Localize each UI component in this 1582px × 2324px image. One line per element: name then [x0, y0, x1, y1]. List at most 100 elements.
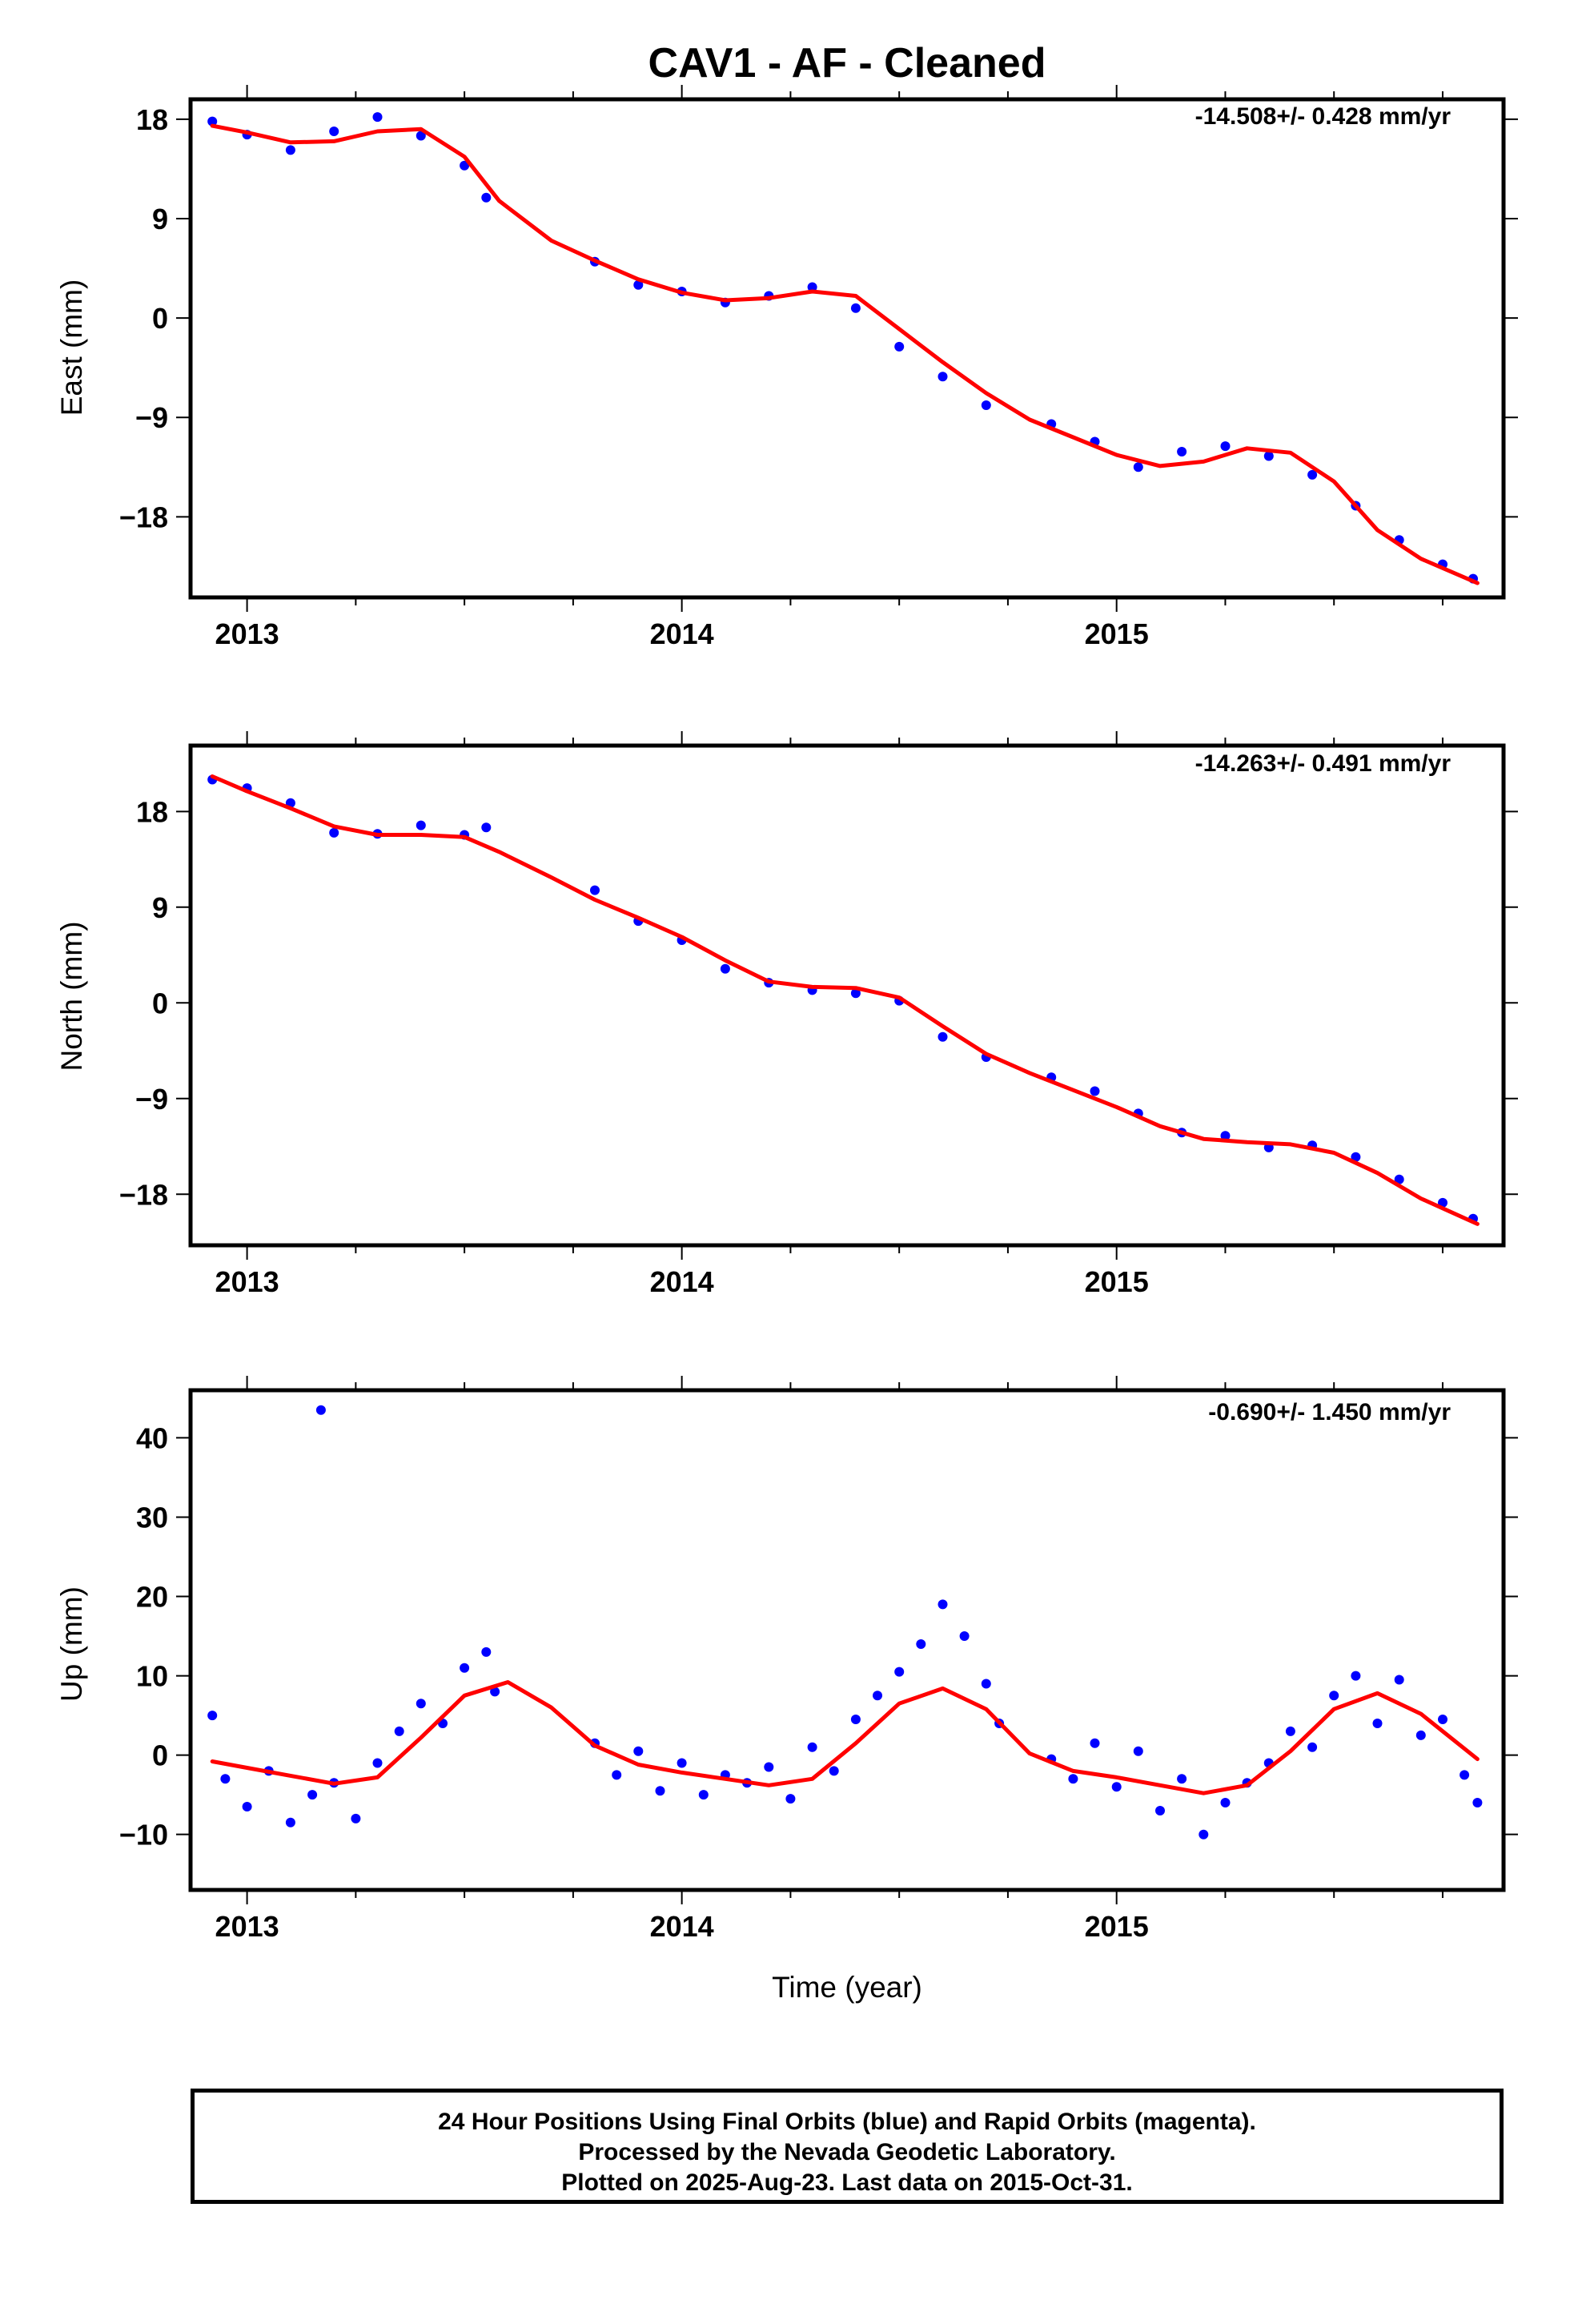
up-data-point — [1438, 1715, 1447, 1724]
up-data-point — [916, 1639, 926, 1649]
east-data-point — [1263, 451, 1274, 461]
up-y-tick-label: 30 — [136, 1501, 168, 1534]
east-data-point — [372, 112, 383, 123]
up-rate-label: -0.690+/- 1.450 mm/yr — [1208, 1399, 1451, 1425]
up-data-point — [490, 1687, 500, 1697]
north-plot-frame — [188, 743, 1506, 1248]
north-data-point — [329, 827, 339, 838]
up-data-point — [1351, 1671, 1361, 1681]
up-data-point — [351, 1813, 361, 1823]
east-data-point — [285, 145, 295, 155]
up-data-point — [1329, 1691, 1339, 1701]
up-data-point — [1372, 1719, 1383, 1728]
east-data-point — [894, 341, 905, 352]
up-data-point — [850, 1715, 861, 1724]
up-data-point — [481, 1647, 492, 1657]
east-y-tick-label: 0 — [152, 302, 168, 335]
up-data-point — [807, 1742, 817, 1752]
up-x-tick-label: 2015 — [1085, 1910, 1149, 1943]
north-data-point — [1090, 1086, 1100, 1096]
caption-box: 24 Hour Positions Using Final Orbits (bl… — [191, 2089, 1504, 2204]
east-x-tick-label: 2015 — [1085, 617, 1149, 650]
up-y-tick-label: −10 — [119, 1819, 168, 1852]
east-x-tick-label: 2014 — [650, 617, 714, 650]
caption-line-2: Processed by the Nevada Geodetic Laborat… — [578, 2139, 1116, 2165]
east-x-tick-label: 2013 — [215, 617, 279, 650]
east-data-point — [416, 131, 426, 141]
up-data-point — [1133, 1746, 1143, 1756]
east-data-point — [1177, 447, 1187, 456]
caption-line-1: 24 Hour Positions Using Final Orbits (bl… — [438, 2109, 1256, 2135]
up-data-point — [1111, 1782, 1122, 1792]
north-data-point — [938, 1031, 948, 1042]
up-y-tick-label: 0 — [152, 1739, 168, 1772]
north-y-tick-label: 9 — [152, 891, 168, 924]
east-y-tick-label: −9 — [135, 401, 168, 434]
east-data-point — [460, 160, 470, 171]
east-data-point — [1133, 462, 1143, 472]
east-plot-frame — [188, 97, 1506, 600]
up-data-point — [829, 1766, 839, 1776]
north-panel: North (mm) -14.263+/- 0.491 mm/yr 2013 20… — [55, 731, 1518, 1298]
east-data-point — [850, 303, 861, 313]
east-model-curve — [210, 123, 1480, 585]
north-y-tick-label: −9 — [135, 1083, 168, 1116]
north-data-point — [1351, 1152, 1361, 1162]
up-y-tick-label: 20 — [136, 1581, 168, 1614]
up-data-point — [764, 1762, 774, 1772]
up-data-point — [959, 1631, 970, 1641]
up-data-point — [220, 1774, 231, 1784]
up-data-point — [394, 1726, 404, 1736]
east-data-point — [1220, 441, 1231, 452]
north-data-points — [207, 774, 1478, 1224]
up-data-point — [1285, 1726, 1295, 1736]
up-data-point — [460, 1663, 470, 1673]
x-axis-label: Time (year) — [772, 1971, 922, 2004]
up-data-point — [1155, 1806, 1165, 1815]
east-data-point — [938, 372, 948, 382]
up-data-point — [894, 1667, 905, 1677]
up-data-point — [1220, 1798, 1231, 1807]
up-data-point — [655, 1786, 665, 1796]
up-data-point — [1394, 1675, 1404, 1685]
up-data-point — [242, 1802, 252, 1811]
up-data-point — [1472, 1798, 1483, 1807]
up-data-point — [698, 1790, 709, 1800]
up-data-point — [285, 1817, 295, 1827]
up-data-point — [416, 1699, 426, 1709]
east-rate-label: -14.508+/- 0.428 mm/yr — [1195, 103, 1452, 130]
north-data-point — [590, 885, 600, 895]
north-x-tick-label: 2015 — [1085, 1265, 1149, 1298]
east-data-point — [329, 127, 339, 136]
up-y-axis-label: Up (mm) — [55, 1586, 88, 1702]
up-data-point — [1307, 1742, 1318, 1752]
north-data-point — [416, 820, 426, 830]
east-data-point — [1307, 469, 1318, 480]
caption-line-3: Plotted on 2025-Aug-23. Last data on 201… — [561, 2169, 1133, 2196]
up-data-point — [1090, 1738, 1100, 1748]
north-y-axis-label: North (mm) — [55, 921, 88, 1071]
up-data-point — [1199, 1829, 1209, 1839]
up-data-point — [677, 1758, 687, 1768]
chart-title: CAV1 - AF - Cleaned — [648, 40, 1046, 86]
up-data-point — [1068, 1774, 1078, 1784]
east-y-tick-label: 9 — [152, 203, 168, 235]
north-data-point — [481, 822, 492, 833]
up-data-point — [1460, 1770, 1470, 1780]
north-data-point — [1220, 1131, 1231, 1141]
east-y-axis-label: East (mm) — [55, 279, 88, 416]
up-data-point — [307, 1790, 318, 1800]
north-y-tick-label: 0 — [152, 987, 168, 1019]
east-panel: East (mm) -14.508+/- 0.428 mm/yr 2013 201… — [55, 85, 1518, 650]
east-y-tick-label: 18 — [136, 103, 168, 136]
up-panel: Up (mm) -0.690+/- 1.450 mm/yr 2013 2014 20… — [55, 1376, 1518, 1943]
east-data-point — [207, 116, 218, 127]
north-y-tick-label: −18 — [119, 1178, 168, 1211]
up-data-point — [612, 1770, 622, 1780]
up-data-point — [207, 1711, 218, 1721]
north-data-point — [720, 963, 730, 974]
up-data-point — [1415, 1730, 1426, 1740]
north-y-tick-label: 18 — [136, 795, 168, 828]
up-data-points — [207, 1405, 1483, 1839]
east-data-point — [633, 279, 644, 290]
